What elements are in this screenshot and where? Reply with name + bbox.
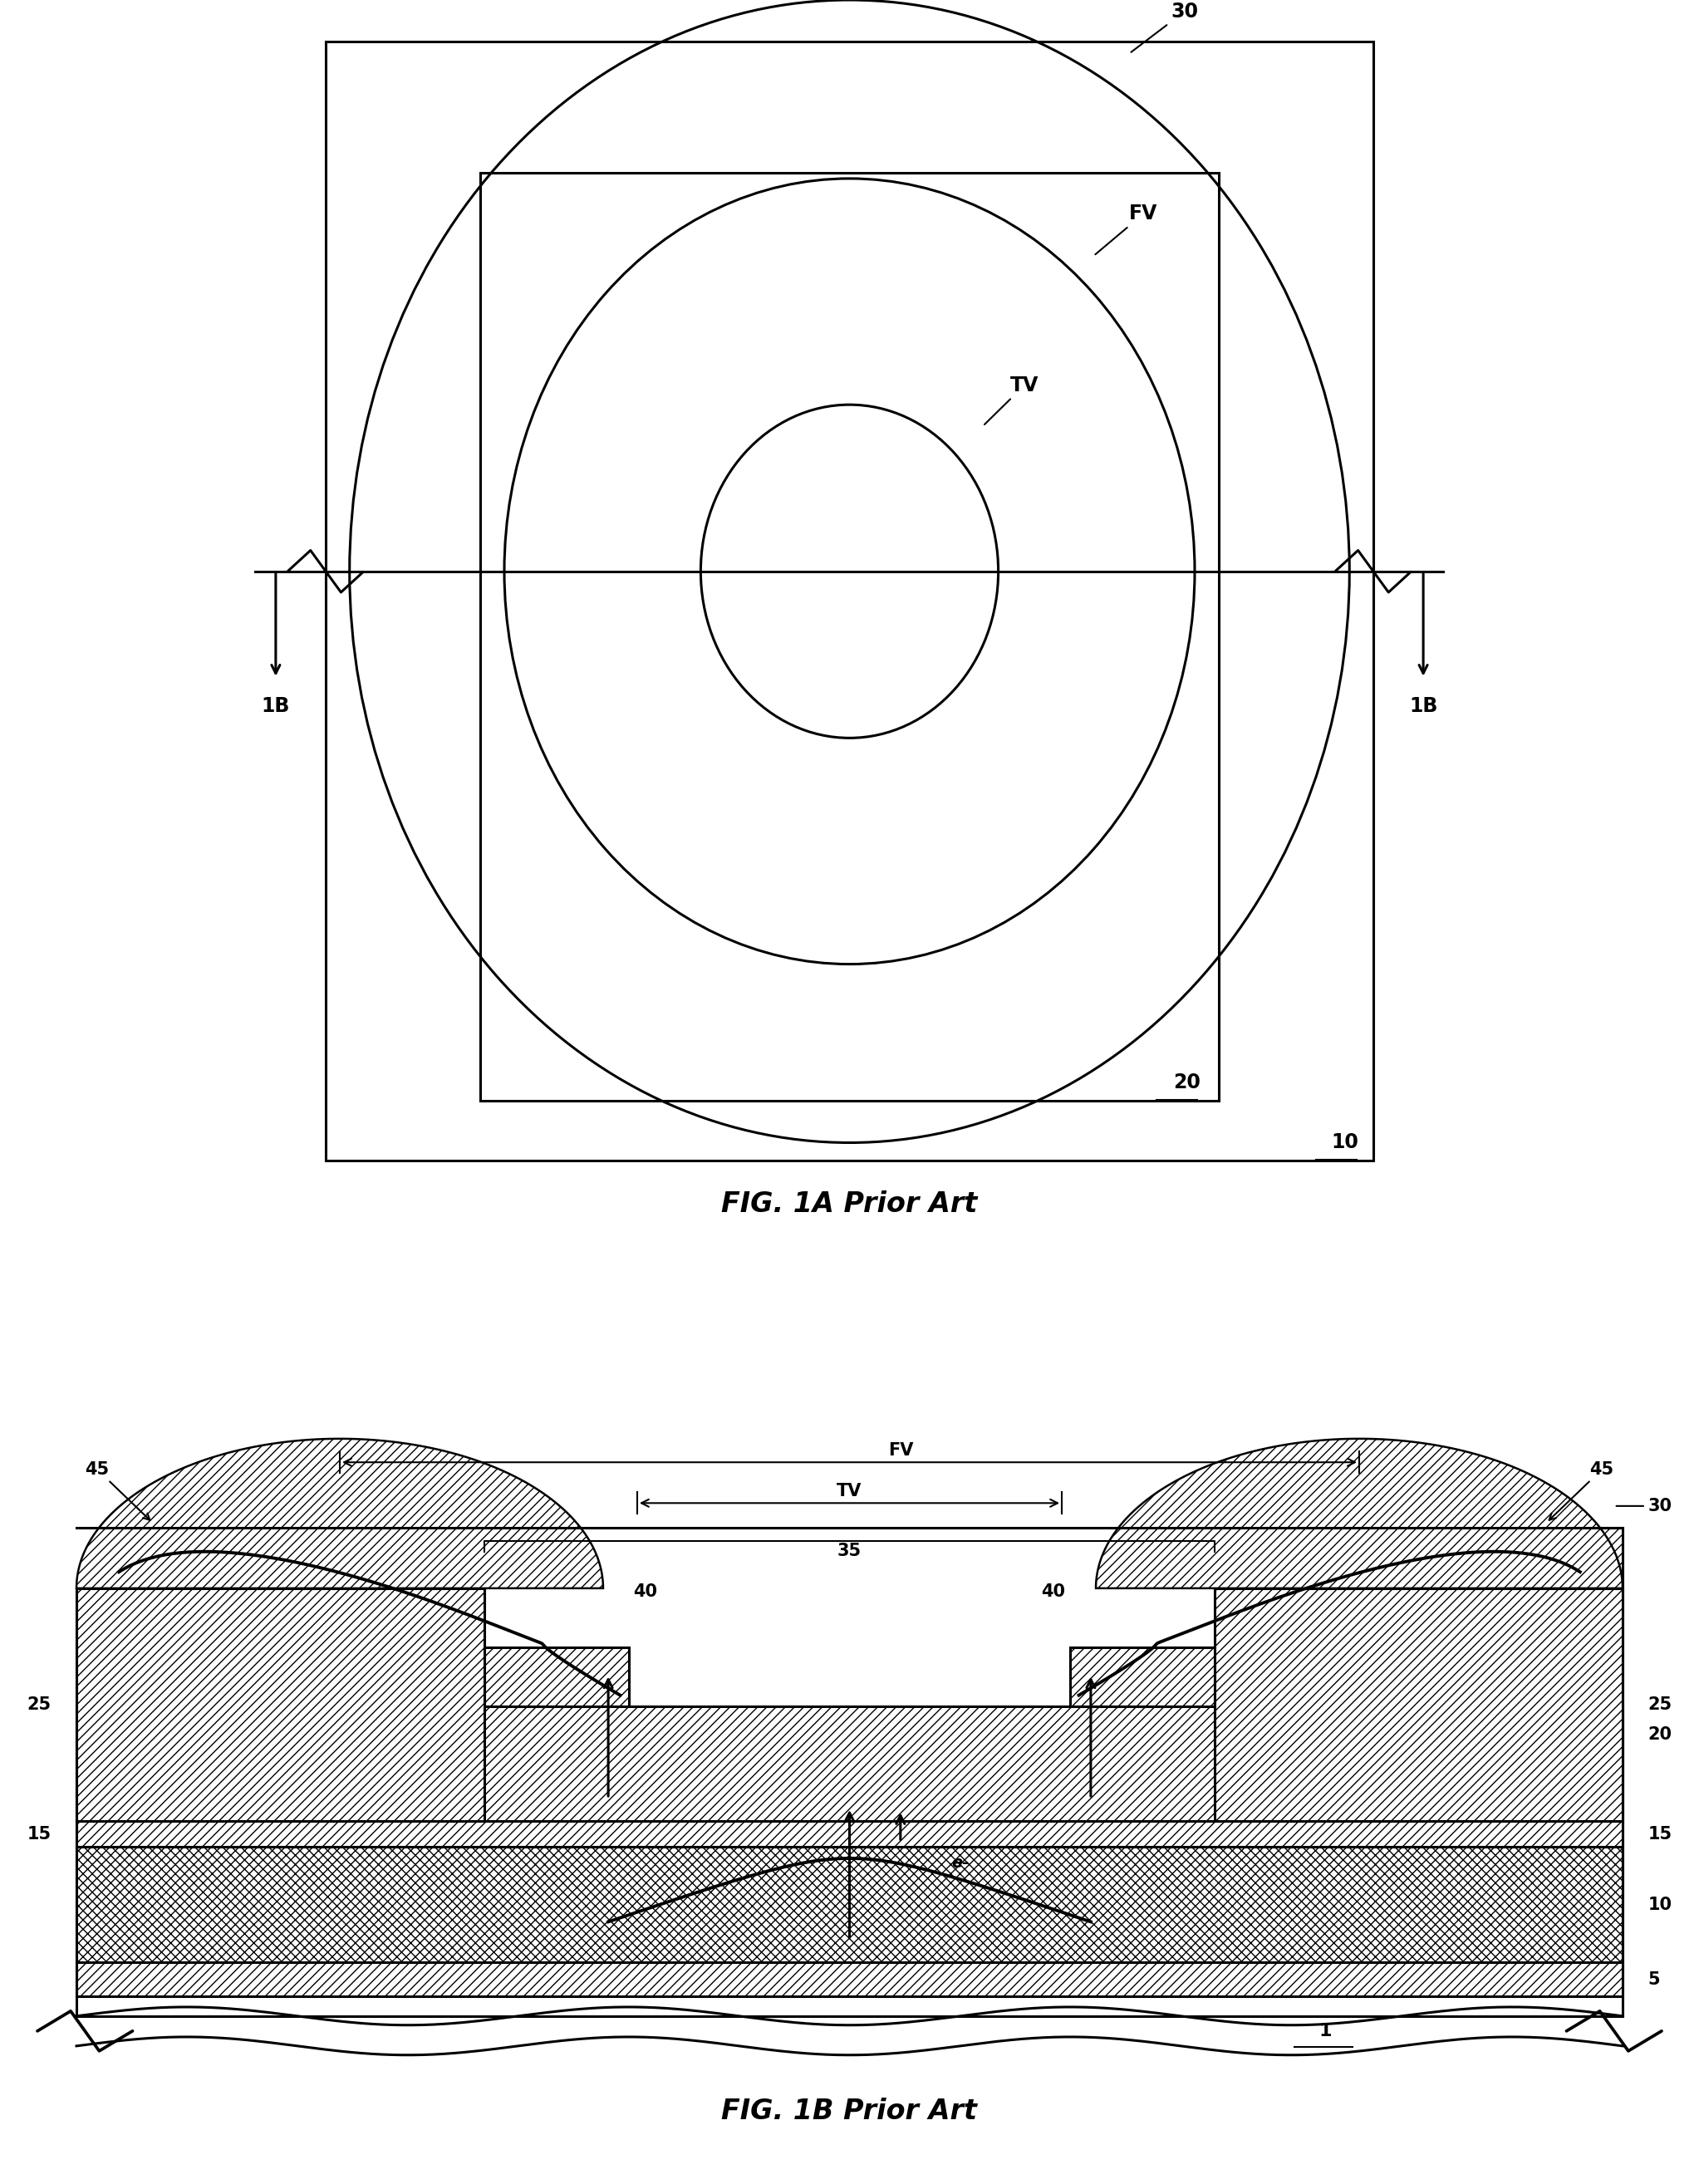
Text: 35: 35 [838, 1542, 861, 1559]
Text: 40: 40 [1041, 1583, 1065, 1601]
Bar [76, 1706, 1623, 1821]
Text: 1: 1 [1318, 2022, 1332, 2040]
Text: 25: 25 [27, 1697, 51, 1712]
Bar [1215, 1527, 1623, 1588]
Text: 30: 30 [1132, 2, 1198, 52]
Text: 10: 10 [1332, 1131, 1359, 1153]
Text: 45: 45 [1549, 1461, 1614, 1520]
Bar [76, 1821, 1623, 1845]
Bar [326, 41, 1373, 1160]
Text: FV: FV [1096, 203, 1157, 253]
Polygon shape [76, 1439, 603, 1588]
Text: 15: 15 [1648, 1826, 1672, 1841]
Bar [76, 1588, 484, 1821]
Bar [484, 1647, 629, 1706]
Text: 25: 25 [1648, 1697, 1672, 1712]
Text: 45: 45 [85, 1461, 150, 1520]
Text: FIG. 1A Prior Art: FIG. 1A Prior Art [722, 1190, 977, 1219]
Text: 5: 5 [1648, 1970, 1660, 1987]
Text: FIG. 1B Prior Art: FIG. 1B Prior Art [722, 2097, 977, 2125]
Text: 20: 20 [1174, 1072, 1201, 1092]
Text: 20: 20 [1648, 1725, 1672, 1743]
Text: 40: 40 [634, 1583, 658, 1601]
Polygon shape [1096, 1439, 1623, 1588]
Text: 1B: 1B [262, 697, 291, 716]
Text: TV: TV [984, 376, 1038, 424]
Bar [238, 1527, 484, 1588]
Bar [1070, 1647, 1215, 1706]
Bar [1215, 1588, 1623, 1821]
Text: FV: FV [889, 1441, 912, 1459]
Bar [76, 1963, 1623, 1996]
Text: e-: e- [951, 1854, 968, 1872]
Bar [481, 173, 1218, 1101]
Text: 1B: 1B [1408, 697, 1437, 716]
Text: TV: TV [838, 1483, 861, 1500]
Text: 10: 10 [1648, 1896, 1672, 1913]
Text: 15: 15 [27, 1826, 51, 1841]
Text: 30: 30 [1616, 1498, 1672, 1514]
Bar [76, 1845, 1623, 1963]
